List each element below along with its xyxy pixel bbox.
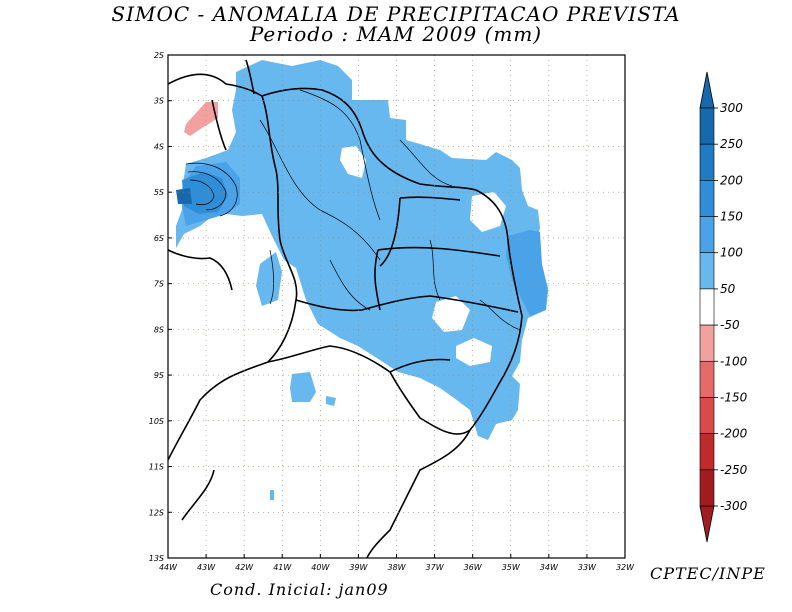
- x-tick-label: 42W: [235, 563, 254, 572]
- y-tick-label: 13S: [149, 554, 164, 563]
- y-tick-label: 7S: [154, 280, 164, 289]
- y-tick-label: 9S: [154, 371, 164, 380]
- y-tick-label: 5S: [154, 188, 164, 197]
- anomaly-region-neg-50-100: [184, 102, 218, 136]
- y-tick-label: 4S: [154, 142, 164, 151]
- colorbar-label: 100: [720, 246, 743, 260]
- initial-condition-label: Cond. Inicial: jan09: [210, 580, 389, 599]
- colorbar-label: -150: [720, 390, 748, 404]
- colorbar-label: 200: [720, 173, 743, 187]
- colorbar-swatch: [699, 360, 715, 398]
- colorbar-arrow-top: [699, 71, 715, 109]
- x-tick-label: 44W: [159, 563, 178, 572]
- colorbar: 300 250 200 150 100 50 -50 -100 -150 -200 -250 -300: [699, 71, 748, 543]
- x-tick-label: 43W: [197, 563, 216, 572]
- y-tick-label: 8S: [154, 325, 164, 334]
- y-tick-label: 6S: [154, 234, 164, 243]
- anomaly-region-50-100: [176, 60, 548, 440]
- colorbar-label: 250: [720, 137, 743, 151]
- x-tick-label: 40W: [311, 563, 330, 572]
- state-borders: [168, 59, 523, 558]
- colorbar-swatch: [699, 107, 715, 145]
- colorbar-label: -50: [720, 318, 740, 332]
- anomaly-region-100-150: [506, 230, 548, 316]
- colorbar-label: 150: [720, 210, 743, 224]
- colorbar-label: -100: [720, 354, 748, 368]
- colorbar-swatch: [699, 143, 715, 181]
- colorbar-swatch: [699, 433, 715, 471]
- colorbar-label: 50: [720, 282, 736, 296]
- y-tick-label: 10S: [149, 417, 164, 426]
- contour-lines: [185, 89, 521, 331]
- colorbar-swatch: [699, 180, 715, 217]
- x-tick-label: 33W: [578, 563, 597, 572]
- colorbar-swatch: [699, 324, 715, 362]
- colorbar-label: -200: [720, 427, 748, 441]
- x-tick-label: 32W: [616, 563, 635, 572]
- y-tick-label: 2S: [154, 51, 164, 60]
- anomaly-fields: [176, 60, 548, 500]
- colorbar-swatch: [699, 397, 715, 434]
- colorbar-swatch: [699, 469, 715, 507]
- colorbar-swatch: [699, 216, 715, 254]
- x-tick-label: 38W: [387, 563, 406, 572]
- chart-title: SIMOC - ANOMALIA DE PRECIPITACAO PREVIST…: [111, 2, 681, 26]
- anomaly-region-150-200: [182, 172, 228, 214]
- credit-label: CPTEC/INPE: [650, 564, 766, 583]
- x-axis: 44W 43W 42W 41W 40W 39W 38W 37W 36W 35W 34W 33W 32W: [159, 554, 635, 572]
- x-tick-label: 39W: [349, 563, 368, 572]
- x-tick-label: 36W: [464, 563, 483, 572]
- y-tick-label: 3S: [154, 97, 164, 106]
- y-axis: 2S 3S 4S 5S 6S 7S 8S 9S 10S 11S 12S 13S: [149, 51, 172, 563]
- colorbar-label: -250: [720, 463, 748, 477]
- x-tick-label: 35W: [502, 563, 521, 572]
- colorbar-swatch: [699, 252, 715, 290]
- x-tick-label: 37W: [426, 563, 445, 572]
- grid-lines: [168, 55, 625, 558]
- colorbar-label: 300: [720, 101, 743, 115]
- chart-subtitle: Periodo : MAM 2009 (mm): [249, 22, 543, 46]
- y-tick-label: 12S: [149, 508, 164, 517]
- y-tick-label: 11S: [149, 463, 164, 472]
- colorbar-swatch: [699, 288, 715, 326]
- x-tick-label: 34W: [540, 563, 559, 572]
- anomaly-region-200-300: [176, 188, 192, 204]
- colorbar-arrow-bottom: [699, 505, 715, 543]
- x-tick-label: 41W: [273, 563, 292, 572]
- colorbar-label: -300: [720, 499, 748, 513]
